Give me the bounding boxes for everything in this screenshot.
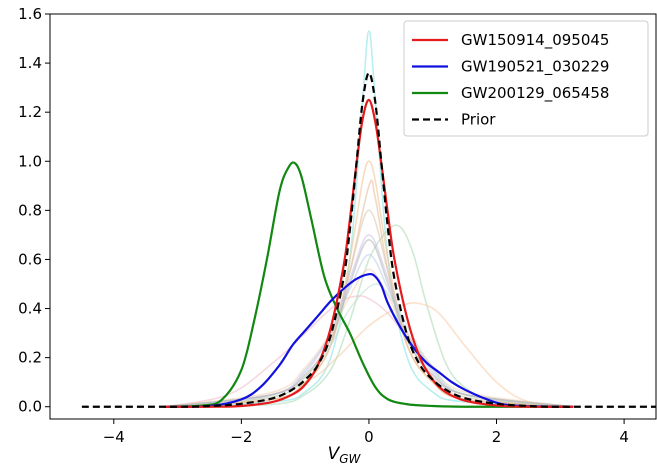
y-tick-label: 1.2 [18,103,42,121]
y-tick-label: 1.6 [18,5,42,23]
legend-label: Prior [461,111,496,129]
x-tick-label: 0 [364,428,374,446]
series-line-prior [81,71,657,408]
legend: GW150914_095045 GW190521_030229 GW200129_0… [403,20,649,137]
y-tick-label: 0.8 [18,201,42,219]
background-curve-1 [164,224,574,408]
x-tick-label: 2 [492,428,502,446]
legend-box [403,20,649,137]
x-axis-label: VGW [328,444,362,466]
x-tick-label: −2 [230,428,252,446]
y-tick-label: 0.4 [18,300,42,318]
x-axis-label-sub: GW [339,452,361,466]
y-tick-label: 0.2 [18,349,42,367]
plot-frame [49,13,657,420]
background-curve-11 [164,239,574,408]
series-line-gw190521-030229 [164,272,574,408]
y-tick-label: 0.6 [18,250,42,268]
legend-label: GW190521_030229 [461,58,609,77]
legend-label: GW200129_065458 [461,84,609,103]
x-axis: −4 −2 0 2 4 [103,419,629,446]
legend-label: GW150914_095045 [461,31,609,50]
background-curve-0 [164,30,574,408]
background-curve-5 [164,179,574,408]
main-curves [81,71,657,408]
background-curves [164,30,574,408]
series-line-gw150914-095045 [164,98,574,408]
x-tick-label: −4 [103,428,125,446]
y-tick-label: 1.4 [18,54,42,72]
x-tick-label: 4 [619,428,629,446]
y-axis: 0.0 0.2 0.4 0.6 0.8 1.0 1.2 1.4 1.6 [18,5,50,416]
background-curve-9 [164,268,574,408]
x-axis-label-main: V [328,444,341,464]
y-tick-label: 1.0 [18,152,42,170]
series-line-gw200129-065458 [164,161,574,408]
y-tick-label: 0.0 [18,398,42,416]
